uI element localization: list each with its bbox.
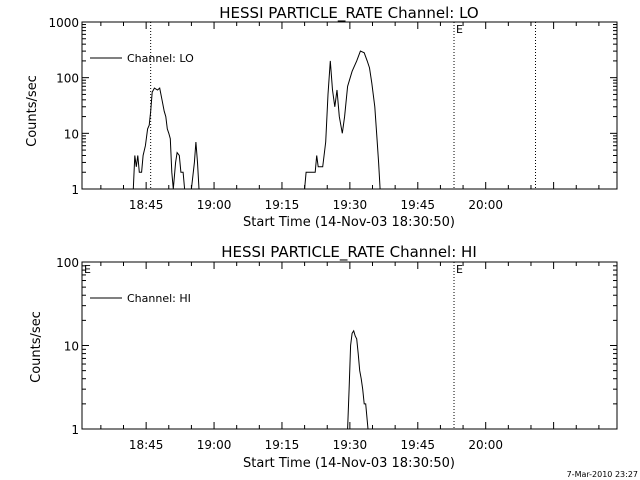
x-tick-label-lo: 20:00 — [468, 198, 503, 212]
chart-title-hi: HESSI PARTICLE_RATE Channel: HI — [221, 243, 477, 262]
y-tick-label-hi: 100 — [56, 256, 79, 270]
x-tick-label-lo: 19:45 — [400, 198, 435, 212]
panel-lo: HESSI PARTICLE_RATE Channel: LO Start Ti… — [25, 4, 618, 230]
event-marker-label-hi: E — [456, 263, 463, 276]
x-tick-label-hi: 19:15 — [265, 438, 300, 452]
x-tick-label-lo: 19:00 — [197, 198, 232, 212]
y-axis-label-lo: Counts/sec — [25, 75, 40, 147]
y-tick-label-hi: 10 — [64, 340, 79, 354]
y-tick-label-lo: 100 — [56, 72, 79, 86]
legend-label-hi: Channel: HI — [127, 292, 191, 305]
x-tick-label-hi: 19:45 — [400, 438, 435, 452]
x-axis-label-lo: Start Time (14-Nov-03 18:30:50) — [243, 215, 455, 230]
y-tick-label-lo: 1000 — [48, 16, 79, 30]
panel-hi: HESSI PARTICLE_RATE Channel: HI Start Ti… — [29, 243, 618, 471]
series-line-hi — [347, 329, 369, 430]
timestamp-stamp: 7-Mar-2010 23:27 — [567, 470, 638, 479]
x-tick-label-lo: 19:15 — [265, 198, 300, 212]
x-tick-label-lo: 18:45 — [129, 198, 164, 212]
y-tick-label-hi: 1 — [71, 423, 79, 437]
y-tick-label-lo: 10 — [64, 127, 79, 141]
x-tick-label-hi: 20:00 — [468, 438, 503, 452]
y-tick-label-lo: 1 — [71, 183, 79, 197]
plot-frame-lo — [81, 21, 618, 190]
x-tick-label-hi: 19:00 — [197, 438, 232, 452]
y-axis-label-hi: Counts/sec — [29, 311, 44, 383]
event-marker-label-lo: E — [456, 23, 463, 36]
x-tick-label-hi: 19:30 — [333, 438, 368, 452]
x-tick-label-lo: 19:30 — [333, 198, 368, 212]
legend-label-lo: Channel: LO — [127, 52, 194, 65]
chart-title-lo: HESSI PARTICLE_RATE Channel: LO — [219, 4, 478, 23]
series-line-lo — [132, 50, 381, 190]
x-axis-label-hi: Start Time (14-Nov-03 18:30:50) — [243, 456, 455, 471]
x-tick-label-hi: 18:45 — [129, 438, 164, 452]
event-marker-label-hi: E — [84, 263, 91, 276]
plot-frame-hi — [81, 261, 618, 430]
